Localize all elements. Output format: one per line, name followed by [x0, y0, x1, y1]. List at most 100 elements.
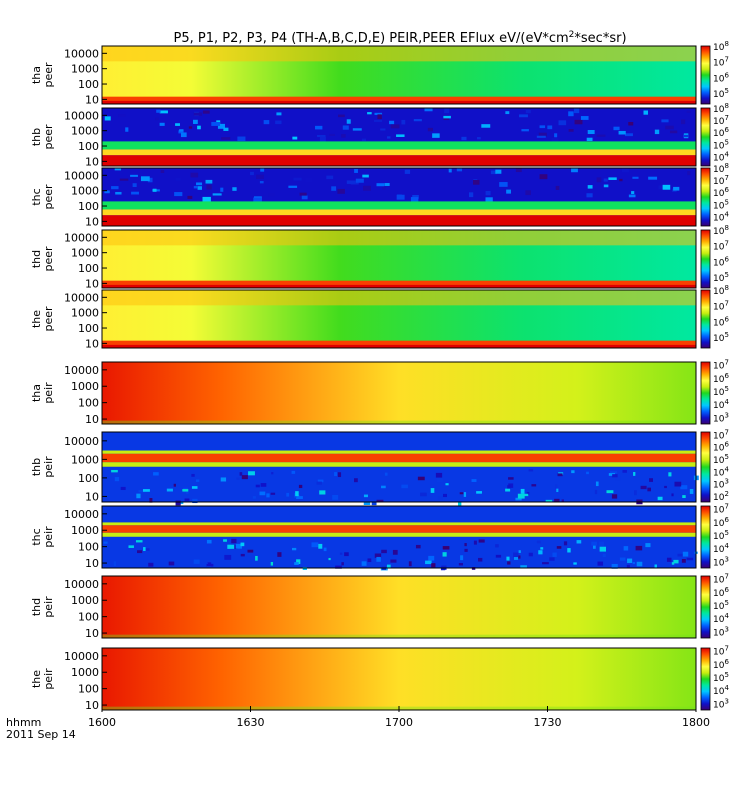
noise-speck [417, 476, 425, 481]
noise-speck [556, 546, 562, 549]
noise-speck [329, 133, 336, 137]
noise-speck [521, 493, 529, 497]
noise-speck [671, 562, 675, 565]
noise-speck [490, 170, 497, 175]
noise-speck [478, 539, 485, 543]
panel-label: thdpeer [30, 246, 55, 272]
lowest-energy-band [102, 344, 696, 348]
lowest-energy-band [102, 284, 696, 288]
noise-speck [260, 168, 265, 172]
colorbar-tick-label: 106 [713, 658, 729, 671]
noise-speck [240, 553, 245, 557]
panel-frame [101, 431, 697, 503]
noise-speck [152, 188, 157, 192]
noise-speck [508, 477, 514, 480]
noise-speck [114, 477, 120, 482]
noise-speck [302, 567, 307, 571]
noise-speck [376, 556, 381, 562]
noise-speck [587, 129, 595, 135]
y-tick-label: 10000 [64, 578, 99, 591]
noise-speck [513, 552, 519, 558]
colorbar-tick-label: 108 [713, 224, 729, 237]
panel-label: thepeer [30, 306, 55, 332]
noise-speck [346, 180, 356, 184]
noise-speck [337, 188, 345, 194]
colorbar-tick-label: 104 [713, 684, 729, 697]
noise-speck [231, 538, 237, 544]
noise-speck [599, 541, 605, 547]
panel-label: thbpeer [30, 124, 55, 150]
noise-speck [341, 562, 344, 566]
colorbar [700, 431, 711, 503]
noise-speck [654, 129, 660, 135]
noise-speck [515, 497, 522, 501]
colorbar-tick-label: 104 [713, 612, 729, 625]
noise-speck [459, 492, 464, 495]
noise-speck [460, 555, 464, 561]
noise-speck [444, 108, 450, 114]
noise-speck [643, 110, 649, 115]
noise-speck [206, 563, 214, 567]
noise-speck [206, 539, 212, 544]
noise-speck [592, 544, 596, 549]
noise-speck [506, 189, 511, 194]
y-tick-label: 1000 [71, 125, 99, 138]
noise-speck [392, 549, 398, 555]
noise-speck [220, 477, 227, 482]
noise-speck [627, 558, 633, 563]
noise-speck [301, 195, 308, 200]
y-tick-label: 10 [85, 93, 99, 106]
noise-speck [114, 168, 122, 171]
colorbar-tick-label: 104 [713, 542, 729, 555]
noise-speck [295, 491, 299, 497]
noise-speck [485, 197, 493, 203]
noise-speck [153, 472, 159, 476]
panel-stack: 10100100010000thapeer1051061071081010010… [30, 40, 729, 712]
noise-speck [294, 562, 299, 565]
noise-speck [536, 135, 546, 138]
colorbar-tick-label: 108 [713, 40, 729, 53]
noise-speck [648, 176, 658, 180]
noise-speck [305, 177, 313, 183]
noise-speck [647, 487, 651, 492]
colorbar [700, 107, 711, 167]
panel-label: thdpeir [30, 596, 55, 618]
noise-speck [481, 124, 491, 128]
noise-speck [432, 133, 440, 138]
colorbar-tick-label: 107 [713, 573, 729, 586]
noise-speck [442, 552, 447, 557]
noise-speck [428, 555, 435, 561]
noise-speck [410, 197, 419, 202]
colorbar-tick-label: 106 [713, 441, 729, 454]
noise-speck [212, 193, 222, 196]
panel-label: thapeir [30, 382, 55, 404]
noise-speck [197, 125, 201, 130]
panel-frame [101, 107, 697, 167]
noise-speck [609, 471, 617, 474]
noise-speck [256, 174, 264, 179]
noise-speck [485, 190, 491, 196]
noise-speck [361, 138, 367, 142]
noise-speck [381, 549, 387, 554]
y-tick-label: 100 [78, 611, 99, 624]
noise-speck [367, 558, 372, 563]
noise-speck [193, 559, 200, 564]
y-tick-label: 100 [78, 78, 99, 91]
noise-speck [521, 129, 529, 132]
spectrogram-panel-tha-peer: 10 100 1000 10000 thapeer 105 106 107 108 [30, 40, 729, 106]
low-energy-band [102, 420, 696, 424]
spectrogram-panel-the-peer: 10 100 1000 10000 thepeer 105 106 107 108 [30, 284, 729, 350]
noise-speck [373, 119, 383, 122]
noise-speck [536, 540, 541, 544]
noise-speck [520, 488, 525, 494]
y-tick-label: 100 [78, 397, 99, 410]
noise-speck [506, 556, 510, 561]
noise-speck [554, 484, 558, 490]
noise-speck [288, 185, 298, 188]
y-tick-label: 10 [85, 215, 99, 228]
noise-speck [193, 185, 198, 189]
noise-speck [192, 498, 198, 504]
noise-speck [276, 112, 282, 116]
noise-speck [146, 548, 150, 551]
